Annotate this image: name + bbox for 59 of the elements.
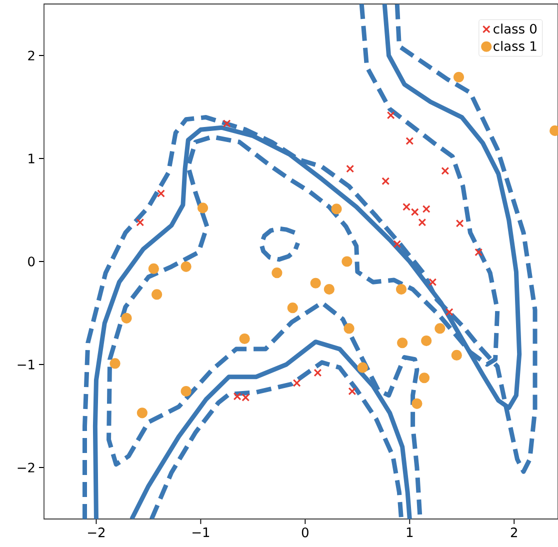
point [396, 284, 407, 295]
point [346, 164, 354, 173]
point [422, 204, 430, 213]
point [136, 218, 144, 226]
y-tick-label: 0 [28, 256, 35, 266]
point [418, 218, 426, 226]
point [157, 190, 165, 198]
point [136, 408, 148, 418]
point [453, 72, 464, 82]
y-tick-label: 1 [28, 154, 34, 164]
point [292, 379, 301, 388]
point [434, 323, 446, 334]
point [382, 177, 390, 186]
point [344, 323, 354, 334]
point [441, 166, 450, 175]
point [348, 387, 356, 396]
y-tick-label: 2 [28, 50, 34, 60]
point [331, 204, 342, 214]
point [287, 302, 298, 314]
point [152, 289, 162, 300]
point [310, 278, 321, 288]
point [110, 358, 120, 369]
x-tick-label: 2 [510, 528, 517, 538]
point [421, 336, 432, 346]
point [456, 219, 464, 228]
point [393, 240, 402, 248]
point [272, 268, 282, 278]
line-series [259, 226, 300, 262]
line-series [149, 360, 404, 519]
point [397, 338, 408, 348]
point [324, 284, 335, 295]
x-tick-label: 1 [406, 528, 413, 537]
point [357, 362, 368, 373]
point [148, 263, 159, 274]
point [412, 398, 422, 409]
legend-label: class 0 [494, 24, 537, 34]
point [121, 312, 132, 324]
point [428, 278, 437, 286]
point [342, 256, 352, 267]
point [410, 208, 419, 216]
point [222, 119, 231, 128]
y-tick-label: −2 [18, 462, 34, 472]
y-tick-label: −1 [18, 360, 34, 370]
point [406, 137, 414, 145]
point [445, 308, 454, 316]
point [402, 202, 411, 211]
x-tick-label: −2 [88, 528, 104, 538]
point [418, 372, 430, 384]
point [239, 333, 250, 344]
point [386, 111, 395, 120]
point [180, 261, 192, 272]
point [474, 248, 483, 256]
point [451, 350, 462, 361]
point [314, 368, 322, 377]
point [180, 386, 192, 397]
legend-label: class 1 [494, 40, 536, 51]
x-tick-label: −1 [192, 528, 210, 537]
x-tick-label: 0 [302, 528, 308, 538]
point [197, 202, 208, 214]
